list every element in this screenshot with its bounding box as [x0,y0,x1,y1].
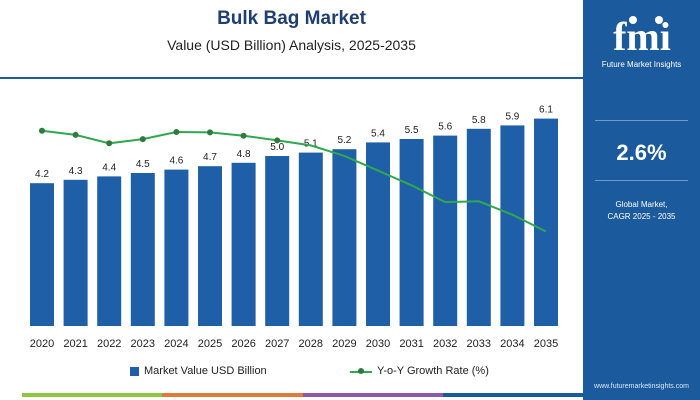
x-tick-label: 2026 [231,338,255,350]
bar-2022 [97,176,122,326]
growth-points-group [39,127,281,147]
growth-rate-line [41,129,547,233]
bar-2030 [366,142,390,326]
legend-item-market-value: Market Value USD Billion [130,365,267,377]
legend-bar-label: Market Value USD Billion [144,365,267,377]
bar-2031 [399,139,424,326]
chart-subtitle: Value (USD Billion) Analysis, 2025-2035 [167,37,416,53]
bar-2027 [265,156,290,326]
growth-point-2020 [39,127,45,134]
bars-group [30,118,558,327]
x-tick-label: 2031 [399,338,423,350]
bar-2034 [500,125,525,327]
cagr-period: CAGR 2025 - 2035 [607,212,676,221]
chart-panel: Bulk Bag Market Value (USD Billion) Anal… [0,8,583,397]
bar-2035 [534,118,558,326]
cagr-description: Global Market, [615,200,668,209]
cagr-value: 2.6% [616,140,667,165]
x-tick-label: 2027 [265,338,289,350]
growth-point-2022 [106,140,113,147]
bar-value-label: 4.3 [69,166,83,177]
bar-2029 [332,149,357,326]
bar-value-label: 4.2 [35,169,49,180]
bar-value-label: 5.6 [438,122,452,133]
bar-value-label: 5.8 [472,115,486,126]
growth-point-2026 [240,132,247,139]
x-tick-label: 2029 [332,338,356,350]
sidebar-divider [595,180,688,181]
growth-point-2021 [72,131,79,138]
growth-point-2024 [173,128,180,135]
x-tick-label: 2033 [467,338,491,350]
sidebar: fmi Future Market Insights 2.6% Global M… [583,0,700,400]
bar-2024 [164,169,189,326]
legend-line-label: Y-o-Y Growth Rate (%) [377,365,489,377]
x-tick-label: 2024 [164,338,188,350]
bar-value-label: 5.9 [505,111,519,122]
logo-caption: Future Market Insights [601,60,682,69]
title-divider [0,77,583,79]
growth-point-2023 [139,136,146,143]
x-tick-label: 2028 [299,338,323,350]
sidebar-divider [595,120,688,121]
bar-2026 [231,162,256,326]
legend-item-growth-rate: Y-o-Y Growth Rate (%) [350,365,489,377]
bar-value-label: 5.0 [270,142,284,153]
website-link[interactable]: www.futuremarketinsights.com [594,383,689,390]
x-tick-label: 2034 [500,338,524,350]
bar-2032 [433,135,458,326]
chart-title: Bulk Bag Market [217,8,366,29]
bar-labels-group: 4.2 4.3 4.4 4.5 4.6 4.7 4.8 5.0 5.1 5.2 5.4 5.5 5.6 5… [35,105,553,181]
bar-value-label: 4.6 [169,156,183,167]
fmi-logo: fmi [613,14,671,58]
x-tick-label: 2035 [534,338,558,350]
x-tick-label: 2025 [198,338,222,350]
x-tick-label: 2032 [433,338,457,350]
x-tick-label: 2022 [97,338,121,350]
growth-point-2025 [207,129,213,136]
growth-point-2027 [274,137,281,144]
stripe-segment [302,393,443,397]
bar-2033 [466,128,491,326]
chart-svg: 4.2 4.3 4.4 4.5 4.6 4.7 4.8 5.0 5.1 5.2 5.4 5.5 5.6 5… [30,105,558,350]
x-tick-label: 2023 [131,338,155,350]
bar-value-label: 5.2 [337,135,351,146]
stripe-segment [22,393,163,397]
bar-value-label: 4.8 [237,149,251,160]
stripe-segment [442,393,583,397]
legend-line-swatch [350,367,372,376]
bar-value-label: 5.5 [405,125,419,136]
bar-value-label: 6.1 [539,105,553,116]
bar-2021 [63,179,88,326]
bar-2020 [30,183,54,326]
bar-value-label: 4.7 [203,152,217,163]
bar-value-label: 4.4 [102,162,116,173]
bar-value-label: 5.4 [371,128,385,139]
bar-value-label: 4.5 [136,159,150,170]
x-tick-label: 2021 [63,338,87,350]
stripe-segment [162,393,303,397]
x-tick-labels-group: 2020 2021 2022 2023 2024 2025 2026 2027 2028 2029… [30,338,558,350]
bar-value-label: 5.1 [304,139,318,150]
bar-2023 [130,173,155,326]
bar-2025 [198,166,222,326]
x-tick-label: 2030 [366,338,390,350]
color-stripe [22,393,583,397]
bar-2028 [298,152,323,326]
chart-legend: Market Value USD Billion Y-o-Y Growth Ra… [0,362,583,380]
x-tick-label: 2020 [30,338,54,350]
legend-bar-swatch [130,366,139,376]
